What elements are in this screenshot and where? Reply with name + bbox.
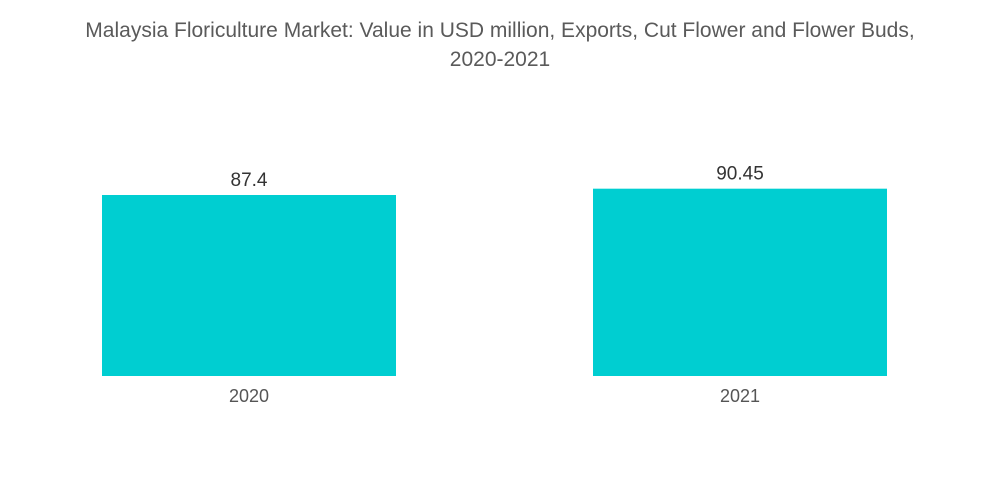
bar-2021 — [593, 188, 887, 376]
x-tick-label-2021: 2021 — [720, 386, 760, 406]
bar-2020 — [102, 195, 396, 376]
chart-title: Malaysia Floriculture Market: Value in U… — [0, 16, 1000, 74]
data-label-2020: 87.4 — [231, 170, 268, 191]
x-tick-label-2020: 2020 — [229, 386, 269, 406]
chart-title-line-2: 2020-2021 — [449, 48, 551, 71]
chart-title-line-1: Malaysia Floriculture Market: Value in U… — [85, 19, 915, 42]
data-label-2021: 90.45 — [716, 164, 764, 185]
